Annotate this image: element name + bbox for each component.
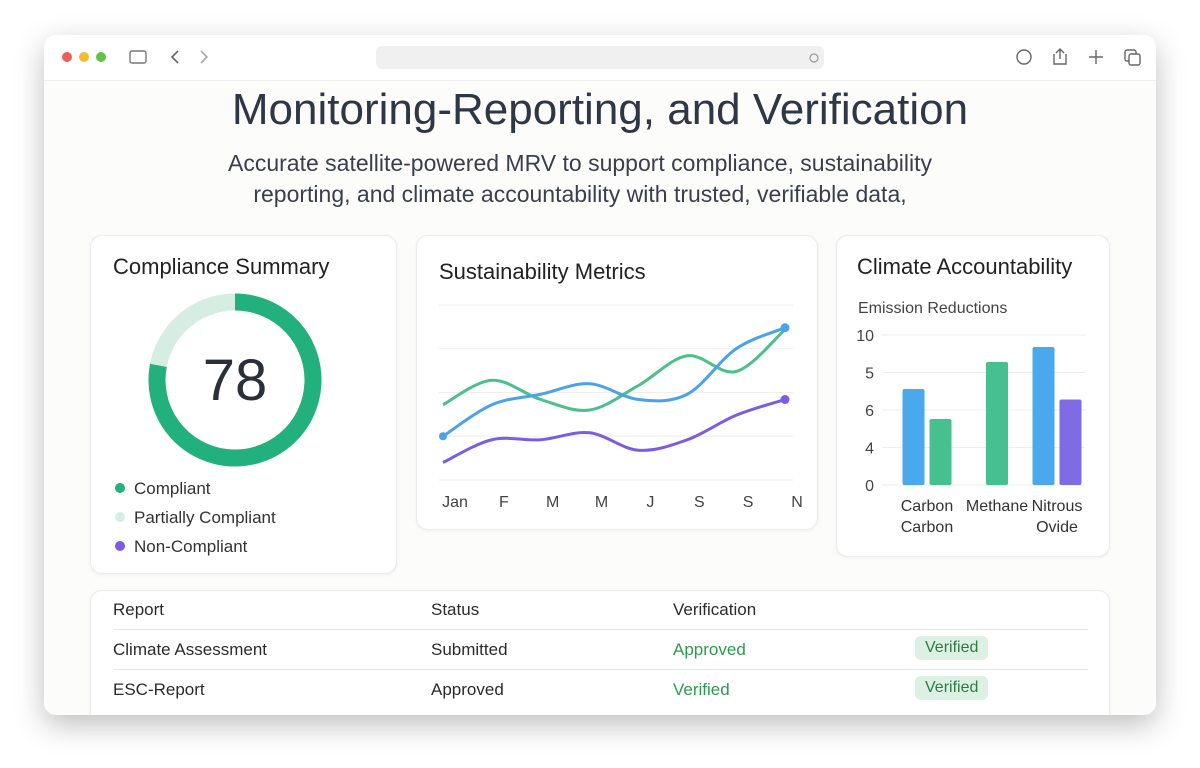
- tabs-button-back: [1128, 53, 1141, 66]
- x-tick-label: S: [743, 494, 754, 511]
- point: [439, 432, 447, 441]
- close-button[interactable]: [62, 52, 72, 62]
- y-tick-label: 0: [865, 478, 874, 495]
- address-bar[interactable]: [376, 46, 824, 69]
- row-divider: [113, 669, 1088, 670]
- card-title: Climate Accountability: [857, 254, 1073, 279]
- x-tick-label: F: [499, 494, 509, 511]
- x-tick-label: M: [546, 494, 559, 511]
- table-cell: ESC-Report: [113, 680, 205, 699]
- reload-button[interactable]: [809, 53, 819, 63]
- card-title: Compliance Summary: [113, 254, 330, 279]
- toolbar: [44, 35, 1156, 81]
- legend-label: Non-Compliant: [134, 537, 248, 556]
- y-tick-label: 10: [856, 328, 874, 345]
- page-subtitle: Accurate satellite-powered MRV to suppor…: [228, 150, 932, 207]
- share-button[interactable]: [1053, 48, 1067, 65]
- x-tick-label: Carbon: [901, 498, 953, 515]
- status-badge: Verified: [915, 676, 989, 700]
- line-series: [442, 398, 786, 464]
- point: [780, 395, 790, 404]
- legend-marker: [115, 483, 125, 493]
- zoom-button[interactable]: [96, 52, 106, 62]
- x-tick-label: M: [595, 494, 608, 511]
- x-tick-label: N: [791, 494, 803, 511]
- table-cell: Climate Assessment: [113, 640, 267, 659]
- new-tab-button[interactable]: [1089, 50, 1103, 64]
- table-cell: Approved: [431, 680, 504, 699]
- table-cell: Verified: [673, 680, 730, 699]
- row-divider: [113, 629, 1088, 630]
- back-button[interactable]: [170, 50, 179, 64]
- legend-label: Partially Compliant: [134, 508, 276, 527]
- x-tick-label: S: [694, 494, 705, 511]
- bar: [1059, 399, 1082, 485]
- toolbar-icons: [62, 46, 1141, 69]
- accountability-card: [836, 235, 1110, 557]
- sidebar-button[interactable]: [129, 50, 147, 64]
- x-tick-label: Carbon: [901, 519, 953, 536]
- table-cell: Submitted: [431, 640, 508, 659]
- card-title: Sustainability Metrics: [439, 259, 646, 284]
- charts: 78 Compliant Partially Compliant Non-Compli…: [115, 293, 1085, 556]
- status-badge: Verified: [915, 636, 989, 660]
- x-tick-label: Nitrous: [1032, 498, 1083, 515]
- point: [780, 323, 790, 333]
- x-tick-label: J: [646, 494, 654, 511]
- forward-button[interactable]: [200, 50, 209, 64]
- browser-window: Monitoring-Reporting, and Verification A…: [44, 35, 1156, 715]
- y-tick-label: 6: [865, 403, 874, 420]
- bar: [902, 389, 925, 485]
- table-cell: Approved: [673, 640, 746, 659]
- table-header: Verification: [673, 600, 757, 619]
- table-header: Report: [113, 600, 165, 619]
- compliance-card: [90, 235, 397, 574]
- legend-label: Compliant: [134, 479, 211, 498]
- donut-arc: [148, 293, 322, 467]
- minimize-button[interactable]: [79, 52, 89, 62]
- legend-marker: [115, 512, 125, 522]
- y-tick-label: 4: [865, 441, 874, 458]
- x-tick-label: Jan: [442, 494, 468, 511]
- bar: [1032, 347, 1055, 485]
- donut-value: 78: [203, 348, 268, 413]
- table-header: Status: [431, 600, 480, 619]
- y-tick-label: 5: [865, 366, 874, 383]
- x-tick-label: Ovide: [1036, 519, 1078, 536]
- bar: [986, 362, 1008, 485]
- line-series: [442, 328, 787, 412]
- chart-subtitle: Emission Reductions: [858, 300, 1008, 317]
- x-tick-label: Methane: [966, 498, 1028, 515]
- page-title: Monitoring-Reporting, and Verification: [231, 85, 969, 134]
- download-button[interactable]: [1016, 49, 1032, 65]
- legend-marker: [115, 541, 125, 551]
- bar: [929, 419, 952, 485]
- line-series: [442, 326, 786, 438]
